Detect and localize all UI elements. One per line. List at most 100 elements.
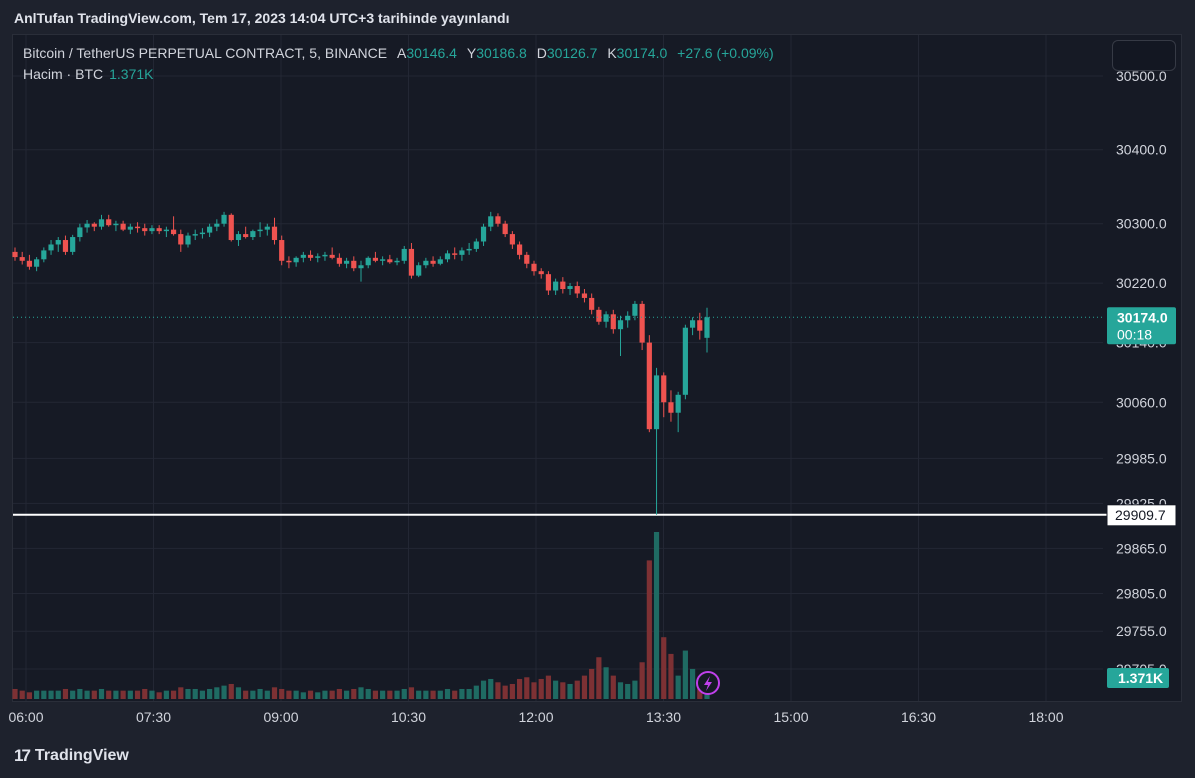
candle-body [34, 259, 40, 267]
horizontal-line-label: 29909.7 [1115, 507, 1166, 523]
candle [77, 223, 83, 242]
candle-body [329, 254, 335, 258]
volume-value: 1.371K [109, 66, 154, 82]
candle-body [452, 253, 458, 255]
candle-body [199, 232, 206, 235]
candle-body [300, 254, 306, 258]
volume-bar [257, 688, 263, 699]
candle-body [560, 281, 566, 290]
candle [127, 223, 133, 235]
candle [661, 372, 667, 418]
candle [646, 335, 652, 433]
chart-menu-button[interactable] [1112, 40, 1176, 71]
candle [617, 315, 624, 357]
volume-bar [120, 690, 126, 699]
countdown-label: 00:18 [1117, 326, 1152, 342]
candle [26, 254, 33, 270]
volume-bar [142, 688, 148, 699]
volume-bar [235, 687, 242, 699]
candle-body [625, 315, 631, 321]
candle-body [603, 314, 609, 322]
candle-body [351, 260, 357, 269]
candle-body [675, 394, 681, 413]
candle-body [19, 257, 25, 261]
volume-bar [466, 688, 472, 699]
volume-bar [55, 690, 61, 699]
volume-bar [581, 675, 588, 699]
volume-bar [538, 678, 544, 699]
candle [214, 219, 220, 232]
volume-badge-label: 1.371K [1118, 670, 1163, 686]
price-tick-label: 30220.0 [1116, 275, 1167, 291]
candle [271, 217, 278, 245]
volume-bar [444, 688, 451, 699]
volume-bar [19, 690, 25, 699]
candle-body [134, 226, 141, 229]
candle-body [689, 320, 696, 328]
candle [329, 247, 335, 260]
candle-body [264, 226, 270, 230]
candle [495, 213, 501, 227]
candle [84, 220, 90, 233]
candle-body [250, 231, 256, 238]
candle-body [495, 216, 501, 224]
candle [257, 222, 263, 238]
candle-body [149, 228, 155, 232]
time-axis: 06:00 07:30 09:00 10:30 12:00 13:30 15:00 16:30… [8, 709, 1063, 725]
candle-body [661, 375, 667, 403]
candle [264, 223, 270, 236]
tradingview-brand[interactable]: 17 TradingView [14, 746, 129, 766]
volume-bar [401, 688, 407, 699]
volume-bar [307, 690, 314, 699]
candle-body [127, 226, 133, 230]
low-value: 30126.7 [546, 45, 598, 61]
volume-bar [387, 690, 393, 699]
volume-bar [343, 690, 350, 699]
candle-body [156, 228, 162, 232]
candle [625, 311, 631, 328]
volume-bar [682, 650, 688, 699]
candle-body [408, 248, 415, 276]
candle [185, 232, 191, 248]
volume-bar [62, 688, 69, 699]
candle [444, 250, 451, 263]
volume-bar [351, 688, 357, 699]
candle [192, 229, 198, 241]
close-value: 30174.0 [616, 45, 668, 61]
price-axis: 30500.030400.030300.030220.030140.030060… [1116, 68, 1167, 677]
candle-body [632, 303, 638, 316]
volume-bar [509, 683, 515, 699]
candle [697, 312, 703, 340]
candle-body [444, 253, 451, 260]
candle-body [48, 244, 54, 251]
candle [293, 256, 299, 267]
candle-body [416, 265, 422, 276]
time-tick-label: 13:30 [646, 709, 681, 725]
lightning-icon [696, 671, 720, 695]
candle-body [214, 223, 220, 227]
candle-body [459, 250, 465, 255]
time-tick-label: 12:00 [518, 709, 553, 725]
candle [509, 231, 515, 249]
time-tick-label: 06:00 [8, 709, 43, 725]
time-tick-label: 09:00 [263, 709, 298, 725]
volume-bar [207, 688, 213, 699]
time-tick-label: 18:00 [1028, 709, 1063, 725]
volume-bar [632, 680, 638, 699]
candle [704, 307, 710, 353]
candle [199, 228, 206, 239]
volume-bar [163, 690, 169, 699]
candle-body [336, 257, 342, 264]
volume-bar [639, 662, 645, 699]
candle-body [538, 271, 544, 275]
volume-legend: Hacim · BTC 1.371K [23, 66, 154, 82]
candle-body [120, 223, 126, 230]
volume-badge [1107, 668, 1169, 688]
chart-pane[interactable] [12, 34, 1182, 702]
candle [473, 238, 479, 252]
candle [41, 247, 47, 263]
volume-bar [250, 690, 256, 699]
candle-body [358, 265, 364, 269]
candle [170, 216, 177, 236]
